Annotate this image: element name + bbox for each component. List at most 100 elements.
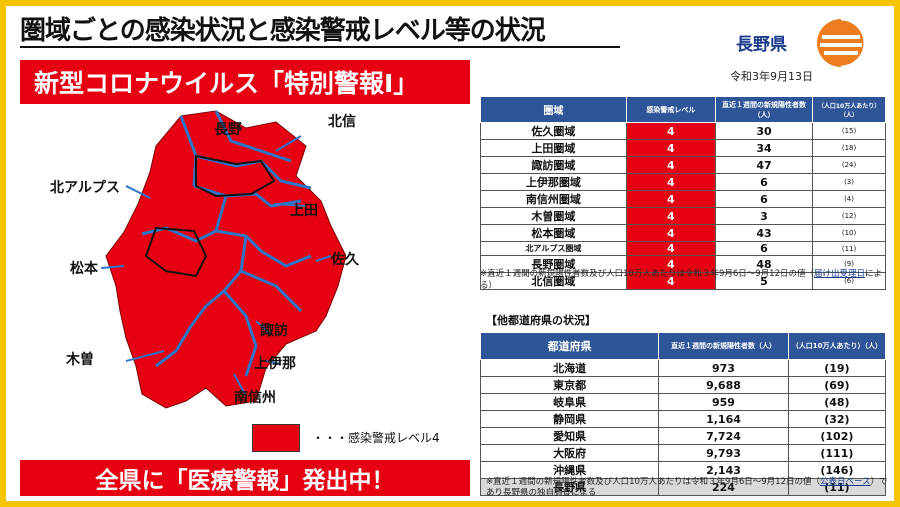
- cases-per-100k: (19): [787, 359, 887, 377]
- prefecture-name: 長野県: [479, 478, 660, 496]
- prefecture-name: 東京都: [479, 376, 660, 394]
- prefecture-name: 大阪府: [479, 444, 660, 462]
- weekly-cases: 3: [714, 207, 814, 225]
- prefecture-name: 長野県: [736, 35, 787, 55]
- weekly-cases: 9,688: [658, 376, 789, 394]
- nagano-region-map: [100, 110, 346, 409]
- table-row: 木曽圏域 4 3 (12): [480, 207, 886, 225]
- weekly-cases: 1,164: [658, 410, 789, 428]
- table-row: 沖縄県 2,143 (146): [479, 461, 887, 479]
- legend-label: ・・・感染警戒レベル4: [312, 431, 440, 445]
- region-name: 北アルプス圏域: [480, 241, 627, 256]
- region-name: 上伊那圏域: [480, 173, 627, 191]
- table-row: 南信州圏域 4 6 (4): [480, 190, 886, 208]
- weekly-cases: 2,143: [658, 461, 789, 479]
- pref-note-suffix: ）であり長野県の独自調査による: [486, 477, 888, 498]
- weekly-cases: 6: [714, 190, 814, 208]
- map-label-minamishinshu: 南信州: [234, 390, 276, 406]
- page-title: 圏域ごとの感染状況と感染警戒レベル等の状況: [20, 16, 546, 46]
- alert-level: 4: [625, 224, 716, 242]
- prefecture-logo-icon: [817, 18, 866, 68]
- map-label-matsumoto: 松本: [70, 261, 98, 277]
- regions-note-link[interactable]: 届け出受理日: [813, 269, 865, 279]
- region-name: 上田圏域: [480, 139, 627, 157]
- alert-level: 4: [625, 173, 716, 191]
- table-row: 上伊那圏域 4 6 (3): [480, 173, 886, 191]
- region-name: 松本圏域: [480, 224, 627, 242]
- regions-table: 圏域 感染警戒レベル 直近１週間の新規陽性者数（人） （人口10万人あたり）（人…: [480, 96, 886, 290]
- alert-level: 4: [625, 139, 716, 157]
- prefectures-table-note: ※直近１週間の新規陽性者数及び人口10万人あたりは令和３年9月6日～9月12日の…: [486, 477, 894, 499]
- regions-note-text: ※直近１週間の新規陽性者数及び人口10万人あたりは令和３年9月6日～9月12日の…: [480, 269, 814, 279]
- cases-per-100k: (15): [812, 122, 886, 140]
- map-matsumoto-outline: [144, 226, 208, 278]
- weekly-cases: 6: [714, 241, 814, 256]
- alert-level: 4: [625, 272, 716, 290]
- cases-per-100k: (11): [812, 241, 886, 256]
- prefecture-name: 岐阜県: [479, 393, 660, 411]
- pref-note-link[interactable]: 公表日ベース: [819, 477, 871, 487]
- map-label-kiso: 木曽: [66, 352, 94, 368]
- cases-per-100k: (18): [812, 139, 886, 157]
- alert-level: 4: [625, 241, 716, 256]
- map-label-kita-alps: 北アルプス: [50, 180, 120, 196]
- cases-per-100k: (48): [787, 393, 887, 411]
- table-row: 愛知県 7,724 (102): [479, 427, 887, 445]
- cases-per-100k: (102): [787, 427, 887, 445]
- weekly-cases: 959: [658, 393, 789, 411]
- prefecture-name: 北海道: [479, 359, 660, 377]
- weekly-cases: 5: [714, 272, 814, 290]
- weekly-cases: 34: [714, 139, 814, 157]
- table-row: 上田圏域 4 34 (18): [480, 139, 886, 157]
- cases-per-100k: (3): [812, 173, 886, 191]
- map-leader-lines: [100, 120, 332, 397]
- slide: 圏域ごとの感染状況と感染警戒レベル等の状況 長野県 令和3年9月13日 新型コロ…: [6, 6, 894, 501]
- table-row: 大阪府 9,793 (111): [479, 444, 887, 462]
- region-name: 佐久圏域: [480, 122, 627, 140]
- col-level: 感染警戒レベル: [625, 96, 716, 123]
- cases-per-100k: (11): [787, 478, 887, 496]
- table-row: 静岡県 1,164 (32): [479, 410, 887, 428]
- other-prefectures-heading: 【他都道府県の状況】: [486, 314, 596, 327]
- prefecture-name: 静岡県: [479, 410, 660, 428]
- table-row: 北アルプス圏域 4 6 (11): [480, 241, 886, 256]
- map-prefecture-shape: [105, 110, 346, 409]
- cases-per-100k: (32): [787, 410, 887, 428]
- table-row: 岐阜県 959 (48): [479, 393, 887, 411]
- table-row: 長野県 224 (11): [479, 478, 887, 496]
- special-alert-banner: 新型コロナウイルス「特別警報Ⅰ」: [20, 60, 470, 104]
- cases-per-100k: (24): [812, 156, 886, 174]
- region-name: 諏訪圏域: [480, 156, 627, 174]
- regions-note-suffix: による）: [480, 269, 883, 291]
- prefecture-name: 沖縄県: [479, 461, 660, 479]
- map-nagano-outline: [195, 154, 276, 198]
- map-label-nagano: 長野: [214, 122, 242, 138]
- col-per100k: （人口10万人あたり）（人）: [812, 96, 886, 123]
- col-pref-per100k: （人口10万人あたり）（人）: [787, 332, 887, 360]
- alert-level: 4: [625, 255, 716, 273]
- cases-per-100k: (111): [787, 444, 887, 462]
- region-name: 南信州圏域: [480, 190, 627, 208]
- map-label-hokushin: 北信: [328, 114, 356, 130]
- title-underline: [20, 46, 620, 48]
- regions-table-header: 圏域 感染警戒レベル 直近１週間の新規陽性者数（人） （人口10万人あたり）（人…: [480, 96, 886, 123]
- weekly-cases: 973: [658, 359, 789, 377]
- cases-per-100k: (6): [812, 272, 886, 290]
- regions-table-note: ※直近１週間の新規陽性者数及び人口10万人あたりは令和３年9月6日～9月12日の…: [480, 268, 888, 292]
- table-row: 佐久圏域 4 30 (15): [480, 122, 886, 140]
- prefecture-name: 愛知県: [479, 427, 660, 445]
- col-pref-cases: 直近１週間の新規陽性者数（人）: [658, 332, 789, 360]
- prefectures-table-header: 都道府県 直近１週間の新規陽性者数（人） （人口10万人あたり）（人）: [479, 332, 887, 360]
- alert-level: 4: [625, 190, 716, 208]
- table-row: 東京都 9,688 (69): [479, 376, 887, 394]
- cases-per-100k: (69): [787, 376, 887, 394]
- weekly-cases: 6: [714, 173, 814, 191]
- col-region: 圏域: [480, 96, 627, 123]
- col-cases: 直近１週間の新規陽性者数（人）: [714, 96, 814, 123]
- weekly-cases: 9,793: [658, 444, 789, 462]
- col-prefecture: 都道府県: [479, 332, 660, 360]
- weekly-cases: 43: [714, 224, 814, 242]
- medical-alert-banner: 全県に「医療警報」発出中！: [20, 460, 470, 496]
- cases-per-100k: (10): [812, 224, 886, 242]
- map-label-ueda: 上田: [290, 203, 318, 219]
